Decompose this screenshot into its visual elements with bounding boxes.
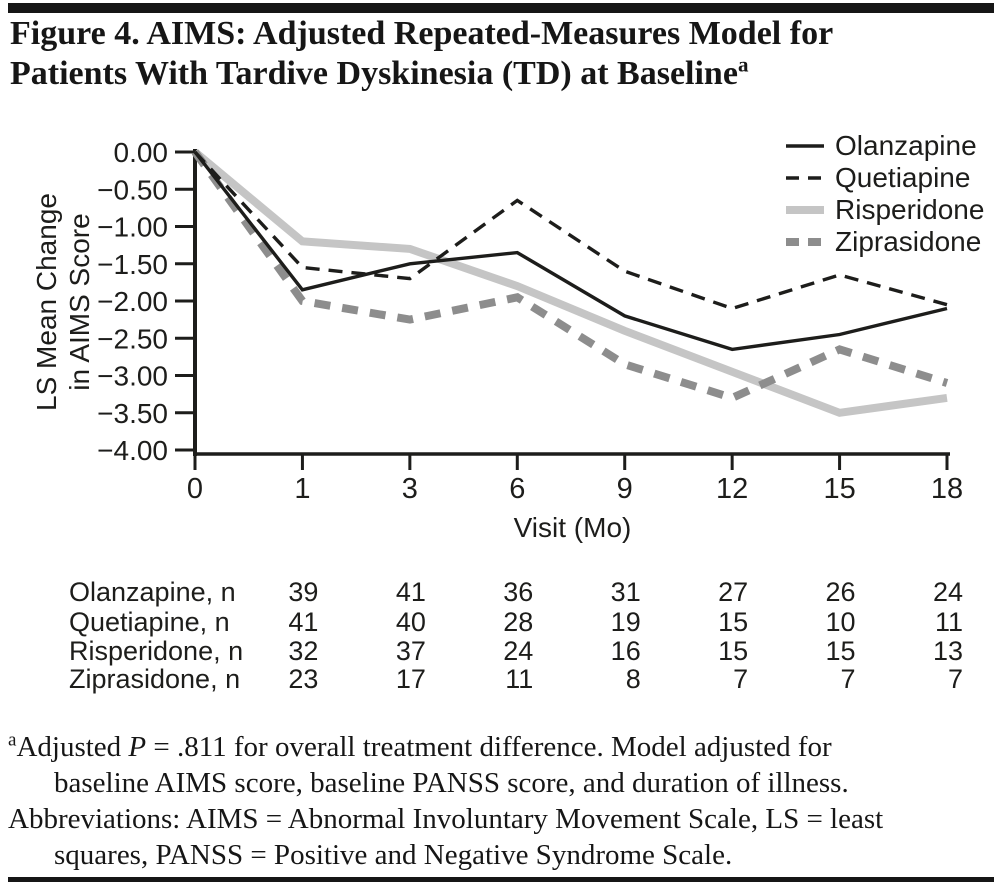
footnote-line-4: squares, PANSS = Positive and Negative S… [54,839,733,871]
x-tick-label: 1 [294,473,310,505]
x-tick-label: 18 [931,473,963,505]
n-table-row-label: Risperidone, n [69,636,244,666]
y-tick-label: 0.00 [114,137,169,168]
n-table-value: 28 [503,607,534,637]
n-table-value: 10 [825,607,856,637]
series-line-quetiapine [193,150,948,311]
figure-title: Figure 4. AIMS: Adjusted Repeated-Measur… [10,14,990,94]
legend-item-quetiapine: Quetiapine [786,162,984,194]
n-table-value: 19 [610,607,641,637]
chart-legend: Olanzapine Quetiapine Risperidone Zipras… [786,130,984,258]
n-table-value: 24 [503,636,534,666]
series-line-ziprasidone [191,149,949,403]
footnote-marker: a [8,729,17,751]
n-table-value: 41 [288,607,319,637]
x-tick-label: 6 [509,473,525,505]
n-table-value: 36 [503,577,534,607]
footnotes: aAdjusted P = .811 for overall treatment… [8,729,996,873]
n-table-value: 7 [947,664,963,694]
legend-label: Quetiapine [835,162,971,193]
n-table-value: 16 [610,636,641,666]
legend-item-risperidone: Risperidone [786,194,984,226]
x-tick-label: 12 [716,473,748,505]
series-line-risperidone [192,148,948,417]
n-table-value: 27 [718,577,749,607]
legend-item-ziprasidone: Ziprasidone [786,226,984,258]
n-table-value: 39 [288,577,319,607]
x-tick-label: 3 [402,473,418,505]
figure-title-line1: Figure 4. AIMS: Adjusted Repeated-Measur… [10,15,834,52]
x-axis-label: Visit (Mo) [513,512,632,543]
n-table-value: 24 [932,577,963,607]
n-table-value: 40 [395,607,426,637]
y-tick-label: −1.50 [97,249,168,280]
n-table-value: 41 [395,577,426,607]
footnote-line-1: aAdjusted P = .811 for overall treatment… [8,729,832,763]
n-table-value: 15 [825,636,856,666]
n-table-row-label: Ziprasidone, n [69,664,241,694]
x-tick-label: 15 [823,473,855,505]
n-table-value: 26 [825,577,856,607]
top-rule [8,3,994,13]
footnote-line-2: baseline AIMS score, baseline PANSS scor… [54,767,849,799]
n-table-value: 23 [288,664,319,694]
n-table-value: 11 [505,664,534,694]
x-tick-label: 9 [617,473,633,505]
legend-label: Ziprasidone [835,226,982,257]
bottom-rule [8,877,994,882]
figure-title-footnote-marker: a [737,52,749,77]
n-table-value: 37 [395,636,426,666]
n-table-value: 32 [288,636,319,666]
legend-swatch-dashed-thin-icon [786,176,824,180]
legend-label: Risperidone [835,194,985,225]
series-line-olanzapine [193,150,948,352]
n-table-value: 31 [610,577,641,607]
y-tick-label: −3.50 [97,398,168,429]
legend-swatch-solid-thick-icon [786,206,824,214]
n-table-value: 11 [934,607,963,637]
n-table-row-label: Olanzapine, n [69,577,236,607]
y-tick-label: −1.00 [97,212,168,243]
y-tick-label: −2.50 [97,323,168,354]
n-table-value: 13 [932,636,963,666]
n-table-row-label: Quetiapine, n [69,607,230,637]
y-tick-label: −0.50 [97,174,168,205]
legend-item-olanzapine: Olanzapine [786,130,984,162]
figure-title-line2: Patients With Tardive Dyskinesia (TD) at… [10,55,738,92]
n-table-value: 17 [395,664,426,694]
y-tick-label: −2.00 [97,286,168,317]
n-table-value: 7 [733,664,749,694]
legend-swatch-solid-thin-icon [786,144,824,148]
n-table-value: 7 [840,664,856,694]
n-table-value: 8 [625,664,641,694]
n-table-value: 15 [718,636,749,666]
x-tick-label: 0 [187,473,203,505]
y-tick-label: −3.00 [97,361,168,392]
legend-swatch-dashed-thick-icon [786,238,824,246]
y-tick-label: −4.00 [97,435,168,466]
legend-label: Olanzapine [835,130,977,161]
n-table-value: 15 [718,607,749,637]
footnote-line-3: Abbreviations: AIMS = Abnormal Involunta… [8,803,884,835]
